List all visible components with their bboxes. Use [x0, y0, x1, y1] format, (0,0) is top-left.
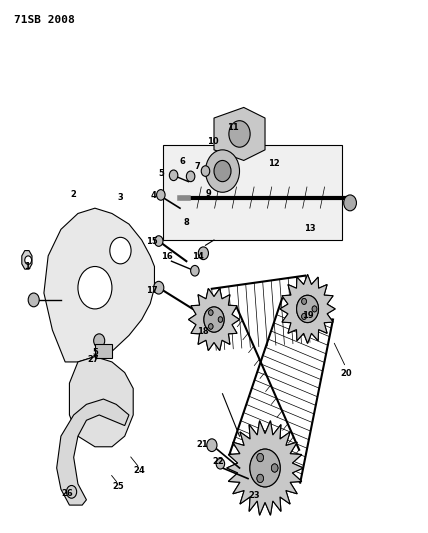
Circle shape	[190, 265, 199, 276]
Circle shape	[78, 266, 112, 309]
Circle shape	[214, 160, 231, 182]
Text: 21: 21	[196, 440, 208, 449]
Circle shape	[198, 247, 208, 260]
FancyBboxPatch shape	[95, 344, 112, 358]
Text: 18: 18	[197, 327, 209, 336]
Circle shape	[157, 190, 165, 200]
FancyBboxPatch shape	[163, 144, 342, 240]
Circle shape	[154, 281, 164, 294]
Circle shape	[207, 439, 217, 451]
Circle shape	[302, 313, 306, 319]
Polygon shape	[188, 288, 240, 351]
Text: 3: 3	[118, 193, 123, 202]
Text: 9: 9	[205, 189, 211, 198]
Circle shape	[25, 256, 32, 264]
Polygon shape	[188, 288, 240, 351]
Text: 26: 26	[62, 489, 73, 498]
Text: 13: 13	[304, 224, 315, 233]
Text: 2: 2	[71, 190, 77, 199]
Polygon shape	[280, 274, 335, 343]
Circle shape	[208, 310, 213, 316]
Text: 10: 10	[207, 138, 219, 147]
Circle shape	[28, 293, 39, 307]
Circle shape	[250, 449, 280, 487]
Circle shape	[271, 464, 278, 472]
Circle shape	[218, 317, 223, 322]
Text: 4: 4	[151, 191, 157, 200]
Text: 17: 17	[146, 286, 158, 295]
Circle shape	[297, 295, 318, 322]
Circle shape	[229, 120, 250, 147]
Text: 22: 22	[212, 457, 224, 466]
Polygon shape	[227, 421, 303, 515]
Polygon shape	[69, 357, 133, 447]
Circle shape	[216, 458, 225, 469]
Circle shape	[205, 150, 240, 192]
Text: 71SB 2008: 71SB 2008	[14, 15, 75, 25]
Polygon shape	[280, 274, 335, 343]
Circle shape	[302, 313, 306, 319]
Text: 12: 12	[268, 159, 279, 167]
Circle shape	[66, 486, 77, 498]
Circle shape	[250, 449, 280, 487]
Circle shape	[344, 195, 357, 211]
Circle shape	[218, 317, 223, 322]
Circle shape	[204, 307, 224, 332]
Circle shape	[271, 464, 278, 472]
Circle shape	[186, 171, 195, 182]
Circle shape	[94, 334, 105, 348]
Circle shape	[110, 237, 131, 264]
Circle shape	[312, 306, 317, 312]
Circle shape	[257, 454, 264, 462]
Text: 20: 20	[340, 369, 352, 378]
Circle shape	[204, 307, 224, 332]
Circle shape	[208, 324, 213, 329]
Circle shape	[297, 295, 318, 322]
Circle shape	[169, 170, 178, 181]
Polygon shape	[56, 399, 129, 505]
Circle shape	[201, 166, 210, 176]
Polygon shape	[22, 251, 32, 269]
Text: 7: 7	[194, 163, 200, 171]
Circle shape	[155, 236, 163, 246]
Circle shape	[257, 474, 264, 482]
Circle shape	[257, 454, 264, 462]
Polygon shape	[214, 108, 265, 160]
Text: 25: 25	[113, 482, 124, 491]
Text: 1: 1	[24, 262, 30, 271]
Polygon shape	[227, 421, 303, 515]
Text: 5: 5	[158, 169, 164, 178]
Circle shape	[208, 310, 213, 316]
Text: 23: 23	[249, 491, 260, 500]
Polygon shape	[44, 208, 155, 362]
Text: 6: 6	[179, 157, 185, 166]
Circle shape	[302, 298, 306, 304]
Text: 8: 8	[184, 218, 189, 227]
Text: 5: 5	[92, 349, 98, 358]
Text: 15: 15	[146, 237, 158, 246]
Circle shape	[302, 298, 306, 304]
Circle shape	[208, 324, 213, 329]
Text: 16: 16	[161, 253, 173, 262]
Circle shape	[257, 474, 264, 482]
Text: 19: 19	[302, 311, 313, 320]
Text: 24: 24	[134, 466, 146, 475]
Text: 11: 11	[227, 123, 239, 132]
Circle shape	[312, 306, 317, 312]
Text: 14: 14	[193, 253, 204, 262]
Text: 27: 27	[87, 355, 98, 364]
